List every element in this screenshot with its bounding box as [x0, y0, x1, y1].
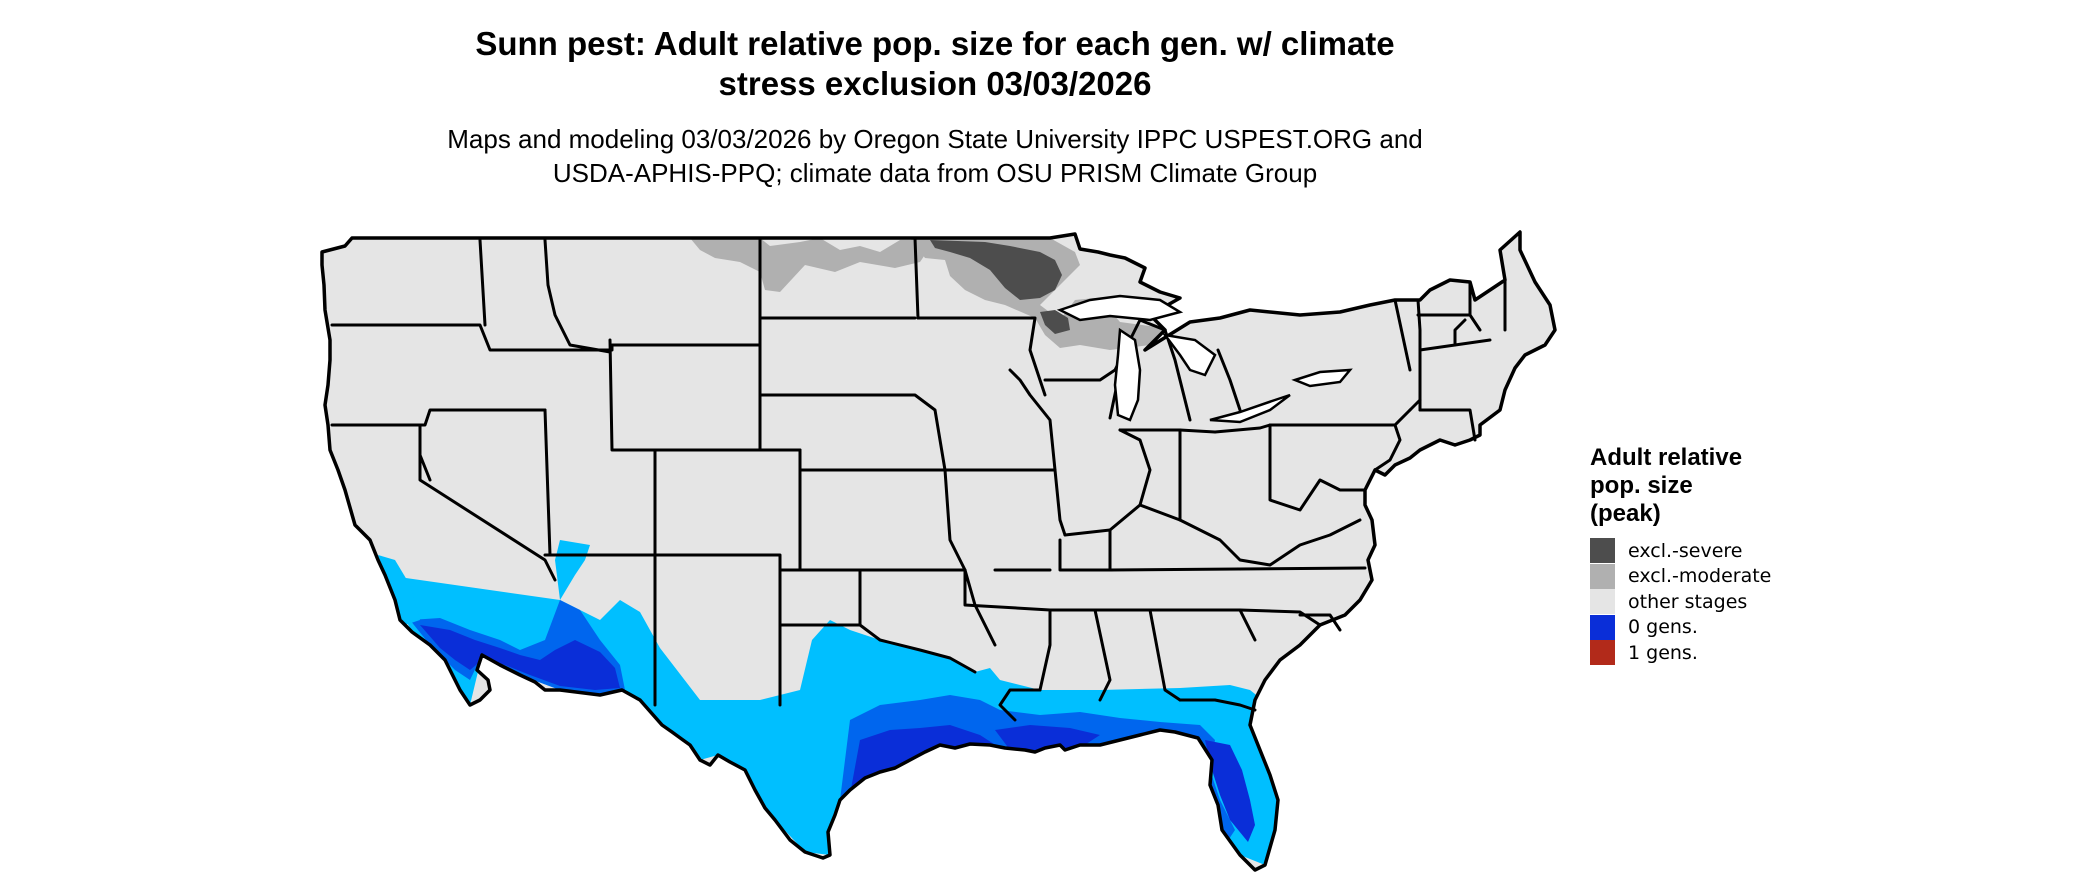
legend-label-1-gens: 1 gens. — [1628, 641, 1698, 664]
legend-label-other-stages: other stages — [1628, 590, 1748, 613]
model-overlay — [378, 238, 1278, 865]
excl-severe-wisconsin — [1040, 310, 1070, 334]
light-blue-zone-california-coast — [378, 555, 420, 625]
lake-michigan — [1113, 327, 1142, 422]
map-subtitle-line-2: USDA-APHIS-PPQ; climate data from OSU PR… — [552, 158, 1318, 188]
legend-title-line-3: (peak) — [1590, 500, 1661, 527]
legend-item-excl-severe: excl.-severe — [1590, 538, 1890, 564]
legend-label-excl-moderate: excl.-moderate — [1628, 565, 1772, 588]
dark-blue-zone-southwest — [420, 625, 620, 690]
legend-swatch-excl-moderate — [1590, 563, 1615, 589]
excl-severe-minnesota — [930, 240, 1062, 300]
excl-moderate-north-dakota — [690, 238, 935, 292]
map-title-line-2: stress exclusion 03/03/2026 — [718, 65, 1152, 102]
legend-title-line-1: Adult relative — [1590, 444, 1743, 471]
lake-superior — [1056, 294, 1184, 322]
dark-blue-zone-gulf-texas — [848, 725, 1000, 820]
legend-item-1-gens: 1 gens. — [1590, 640, 1890, 666]
legend-label-excl-severe: excl.-severe — [1628, 539, 1743, 562]
legend-swatch-0-gens — [1590, 614, 1615, 640]
lake-huron — [1162, 333, 1217, 377]
legend-swatch-other-stages — [1590, 589, 1615, 615]
legend: Adult relative pop. size (peak) excl.-se… — [1590, 444, 1890, 666]
lake-erie — [1209, 393, 1291, 424]
us-land — [322, 232, 1555, 870]
legend-item-0-gens: 0 gens. — [1590, 614, 1890, 641]
map-subtitle-line-1: Maps and modeling 03/03/2026 by Oregon S… — [447, 124, 1423, 154]
legend-title-line-2: pop. size — [1590, 472, 1693, 499]
legend-title: Adult relative pop. size (peak) — [1590, 444, 1890, 528]
legend-label-0-gens: 0 gens. — [1628, 616, 1698, 639]
light-blue-zone-south — [385, 540, 1278, 865]
state-borders — [330, 236, 1507, 722]
great-lakes — [1056, 294, 1353, 424]
lake-ontario — [1291, 368, 1353, 388]
map-subtitle: Maps and modeling 03/03/2026 by Oregon S… — [0, 122, 1870, 190]
legend-swatch-excl-severe — [1590, 538, 1615, 564]
dark-blue-zone-florida — [1205, 740, 1255, 842]
legend-swatch-1-gens — [1590, 640, 1615, 666]
map-title: Sunn pest: Adult relative pop. size for … — [0, 24, 1870, 104]
legend-item-other-stages: other stages — [1590, 589, 1890, 615]
legend-item-excl-moderate: excl.-moderate — [1590, 563, 1890, 590]
map-title-line-1: Sunn pest: Adult relative pop. size for … — [475, 25, 1395, 62]
